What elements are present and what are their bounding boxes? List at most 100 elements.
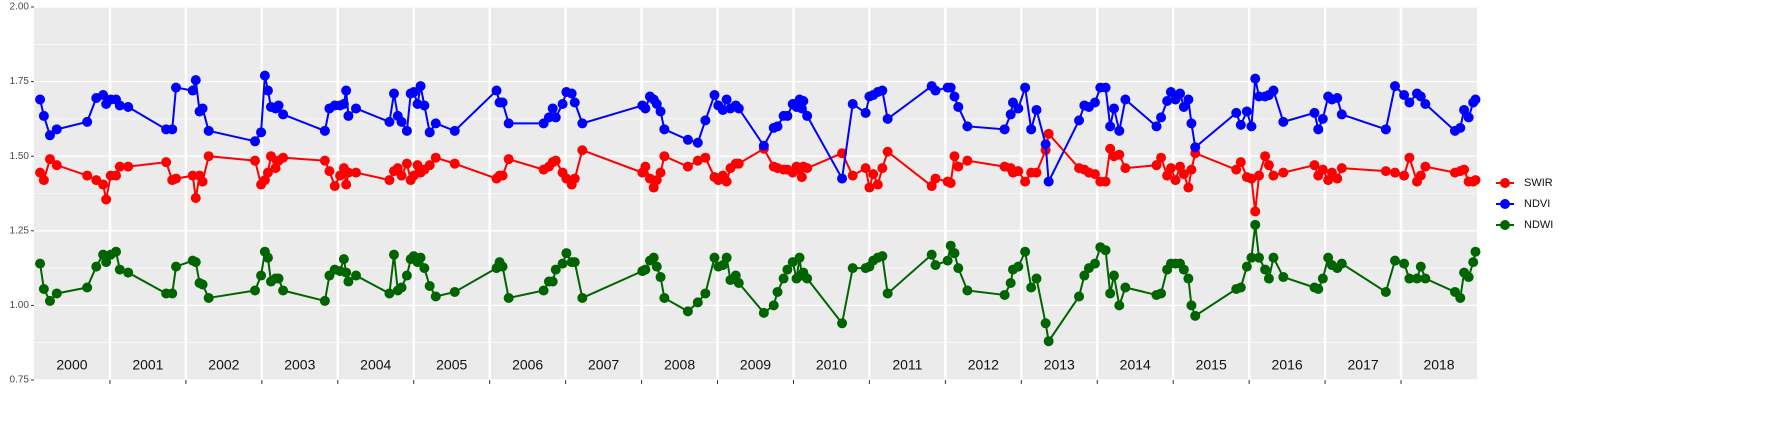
point — [167, 288, 178, 299]
point — [1250, 206, 1261, 217]
point — [197, 103, 208, 114]
point — [1151, 160, 1162, 171]
point — [250, 136, 261, 147]
point — [1455, 292, 1466, 303]
point — [187, 170, 198, 181]
point — [1336, 163, 1347, 174]
point — [682, 306, 693, 317]
point — [778, 273, 789, 284]
x-tick-label: 2018 — [1423, 357, 1454, 373]
point — [796, 172, 807, 183]
point — [388, 88, 399, 99]
point — [577, 145, 588, 156]
point — [1089, 169, 1100, 180]
point — [278, 109, 289, 120]
point — [547, 103, 558, 114]
point — [1278, 167, 1289, 178]
point — [250, 155, 261, 166]
point — [91, 261, 102, 272]
point — [98, 179, 109, 190]
point — [569, 173, 580, 184]
point — [692, 155, 703, 166]
point — [1241, 261, 1252, 272]
point — [692, 297, 703, 308]
point — [1175, 88, 1186, 99]
point — [384, 288, 395, 299]
point — [1399, 90, 1410, 101]
point — [1263, 273, 1274, 284]
point — [1404, 152, 1415, 163]
point — [837, 173, 848, 184]
point — [1178, 264, 1189, 275]
point — [1156, 152, 1167, 163]
point — [1175, 161, 1186, 172]
point — [1031, 167, 1042, 178]
point — [538, 285, 549, 296]
point — [700, 115, 711, 126]
point — [38, 175, 49, 186]
point — [557, 258, 568, 269]
point — [1250, 73, 1261, 84]
point — [557, 98, 568, 109]
x-tick-label: 2005 — [436, 357, 467, 373]
point — [1268, 252, 1279, 263]
point — [497, 97, 508, 108]
point — [1190, 310, 1201, 321]
y-tick-label: 1.25 — [10, 225, 30, 236]
point — [341, 85, 352, 96]
point — [945, 178, 956, 189]
x-tick-label: 2006 — [512, 357, 543, 373]
x-tick-label: 2012 — [968, 357, 999, 373]
point — [1178, 101, 1189, 112]
point — [1463, 272, 1474, 283]
point — [930, 173, 941, 184]
point — [655, 106, 666, 117]
legend-point — [1500, 220, 1510, 230]
point — [721, 252, 732, 263]
point — [1463, 112, 1474, 123]
point — [655, 272, 666, 283]
point — [1108, 270, 1119, 281]
point — [190, 257, 201, 268]
point — [341, 267, 352, 278]
point — [338, 98, 349, 109]
point — [1250, 219, 1261, 230]
point — [262, 252, 273, 263]
point — [503, 118, 514, 129]
point — [926, 181, 937, 192]
point — [1114, 300, 1125, 311]
point — [401, 270, 412, 281]
point — [651, 98, 662, 109]
point — [190, 75, 201, 86]
point — [449, 125, 460, 136]
point — [319, 125, 330, 136]
point — [1114, 149, 1125, 160]
point — [1309, 107, 1320, 118]
point — [114, 100, 125, 111]
point — [733, 103, 744, 114]
point — [123, 161, 134, 172]
point — [1005, 109, 1016, 120]
point — [550, 155, 561, 166]
point — [1468, 257, 1479, 268]
point — [868, 169, 879, 180]
point — [659, 124, 670, 135]
point — [659, 151, 670, 162]
point — [449, 158, 460, 169]
point — [1151, 121, 1162, 132]
point — [1389, 81, 1400, 92]
point — [709, 252, 720, 263]
point — [953, 161, 964, 172]
point — [872, 179, 883, 190]
point — [882, 113, 893, 124]
point — [1020, 176, 1031, 187]
point — [802, 163, 813, 174]
point — [550, 112, 561, 123]
legend-point — [1500, 178, 1510, 188]
point — [171, 82, 182, 93]
point — [497, 261, 508, 272]
point — [351, 270, 362, 281]
point — [1165, 87, 1176, 98]
point — [692, 137, 703, 148]
point — [319, 295, 330, 306]
